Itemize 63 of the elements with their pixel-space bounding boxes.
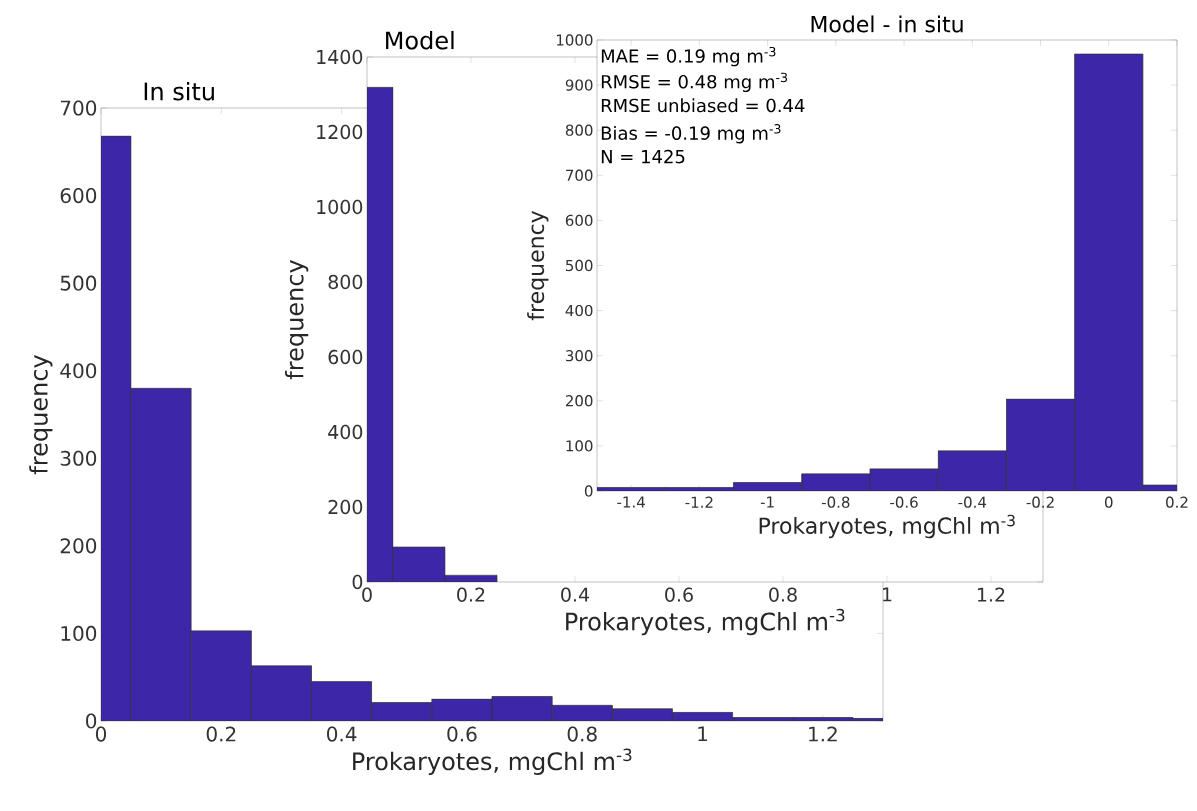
x-tick-label: -0.2 bbox=[1026, 496, 1054, 508]
y-tick-label: 300 bbox=[565, 350, 593, 362]
y-tick-label: 900 bbox=[565, 79, 593, 91]
y-axis-title: frequency bbox=[285, 259, 309, 380]
x-tick-label: 0.2 bbox=[206, 726, 236, 742]
x-tick-label: 0.6 bbox=[447, 726, 477, 742]
annotation: MAE = 0.19 mg m$^{-3}$ bbox=[601, 46, 776, 67]
y-axis-title: frequency bbox=[29, 354, 53, 475]
y-tick-label: 400 bbox=[60, 363, 97, 379]
x-tick-label: -0.8 bbox=[821, 496, 850, 508]
y-tick-label: 700 bbox=[60, 100, 97, 116]
y-tick-label: 0 bbox=[584, 485, 593, 497]
x-tick-label: -0.6 bbox=[890, 496, 918, 508]
y-tick-label: 1200 bbox=[317, 124, 363, 140]
y-tick-label: 500 bbox=[60, 275, 97, 291]
y-tick-label: 300 bbox=[60, 450, 97, 466]
y-tick-label: 100 bbox=[566, 440, 593, 452]
y-tick-label: 200 bbox=[60, 538, 97, 554]
y-tick-label: 400 bbox=[565, 304, 593, 317]
annotation: Bias = -0.19 mg m$^{-3}$ bbox=[601, 124, 781, 144]
x-tick-label: 0 bbox=[95, 726, 107, 742]
y-tick-label: 0 bbox=[86, 713, 97, 729]
x-tick-label: 0.2 bbox=[457, 587, 485, 602]
chart-title: Model bbox=[386, 30, 454, 50]
x-tick-label: 1 bbox=[883, 587, 892, 602]
annotation: N = 1425 bbox=[601, 149, 685, 164]
x-tick-label: -1.4 bbox=[617, 496, 645, 508]
x-tick-label: 0.2 bbox=[1166, 496, 1188, 508]
x-tick-label: -1 bbox=[760, 496, 774, 508]
chart-title: In situ bbox=[144, 81, 214, 101]
x-tick-label: 1.2 bbox=[809, 726, 837, 742]
y-tick-label: 800 bbox=[565, 124, 593, 136]
x-tick-label: 0.8 bbox=[567, 726, 597, 742]
y-tick-label: 600 bbox=[565, 214, 593, 227]
x-tick-label: 0.6 bbox=[665, 587, 693, 602]
y-tick-label: 1400 bbox=[317, 49, 363, 65]
y-tick-label: 200 bbox=[565, 395, 593, 407]
x-tick-label: 0.4 bbox=[327, 726, 357, 742]
y-tick-label: 400 bbox=[328, 424, 363, 440]
y-tick-label: 1000 bbox=[556, 34, 593, 46]
y-tick-label: 800 bbox=[328, 274, 363, 290]
chart-title: Model - in situ bbox=[811, 15, 963, 33]
y-axis-title: frequency bbox=[527, 210, 549, 321]
y-tick-label: 100 bbox=[61, 625, 97, 641]
x-tick-label: 0.8 bbox=[769, 587, 797, 602]
x-tick-label: 0.4 bbox=[561, 587, 590, 602]
x-axis-title: Prokaryotes, mgChl m$^{-3}$ bbox=[759, 514, 1015, 539]
x-tick-label: -1.2 bbox=[685, 496, 713, 508]
y-tick-label: 1000 bbox=[317, 199, 363, 215]
y-tick-label: 700 bbox=[566, 169, 593, 181]
annotation: RMSE unbiased = 0.44 bbox=[601, 98, 805, 113]
annotation: RMSE = 0.48 mg m$^{-3}$ bbox=[601, 72, 788, 93]
x-axis-title: Prokaryotes, mgChl m$^{-3}$ bbox=[353, 748, 632, 775]
x-tick-label: -0.4 bbox=[958, 496, 987, 508]
y-tick-label: 500 bbox=[566, 259, 593, 272]
x-tick-label: 1 bbox=[698, 726, 708, 742]
y-tick-label: 600 bbox=[60, 188, 97, 204]
x-tick-label: 0 bbox=[1104, 496, 1113, 508]
y-tick-label: 0 bbox=[352, 574, 363, 590]
x-axis-title: Prokaryotes, mgChl m$^{-3}$ bbox=[566, 608, 845, 636]
x-tick-label: 1.2 bbox=[977, 587, 1005, 602]
y-tick-label: 600 bbox=[328, 349, 363, 365]
y-tick-label: 200 bbox=[328, 499, 363, 515]
